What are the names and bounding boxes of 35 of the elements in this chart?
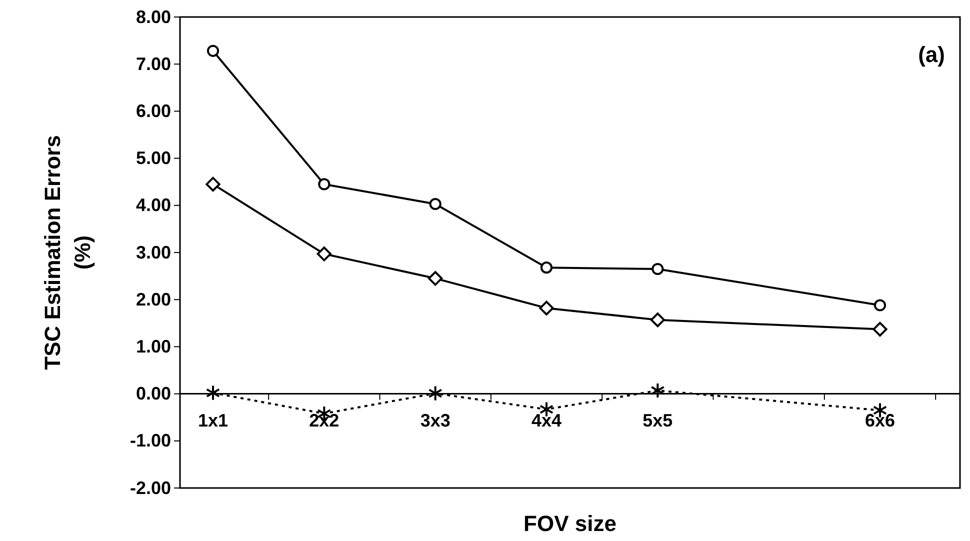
point — [316, 246, 332, 262]
y-tick-label: 1.00 — [136, 336, 171, 356]
x-tick-label: 4x4 — [531, 410, 562, 431]
y-tick-label: -2.00 — [130, 478, 171, 498]
annotation: (a) — [918, 42, 945, 67]
point — [206, 44, 220, 57]
point — [650, 312, 665, 328]
point — [428, 385, 442, 402]
y-tick-label: 4.00 — [136, 195, 171, 216]
point — [429, 198, 442, 210]
point — [872, 322, 888, 337]
y-tick-label: 7.00 — [136, 54, 171, 74]
x-tick-label: 5x5 — [642, 410, 673, 431]
y-tick-label: 3.00 — [136, 242, 171, 262]
point — [206, 176, 220, 192]
point — [428, 271, 443, 286]
y-tick-label: 5.00 — [136, 148, 171, 168]
point — [874, 299, 886, 312]
y-tick-label: -1.00 — [130, 430, 171, 451]
x-axis-title: FOV size — [524, 511, 616, 536]
x-tick-label: 2x2 — [309, 410, 340, 431]
y-axis-title: TSC Estimation Errors (%) — [40, 135, 95, 370]
y-tick-label: 2.00 — [136, 289, 171, 310]
y-tick-label: 0.00 — [136, 384, 171, 404]
y-tick-label: 8.00 — [136, 6, 171, 27]
y-tick-label: 6.00 — [136, 100, 171, 121]
x-tick-label: 3x3 — [420, 410, 450, 431]
x-tick-label: 1x1 — [198, 410, 228, 431]
point — [652, 262, 664, 276]
x-tick-label: 6x6 — [864, 410, 896, 431]
point — [318, 178, 330, 190]
point — [650, 382, 665, 399]
point — [206, 384, 220, 401]
point — [539, 300, 554, 316]
point — [540, 262, 553, 274]
